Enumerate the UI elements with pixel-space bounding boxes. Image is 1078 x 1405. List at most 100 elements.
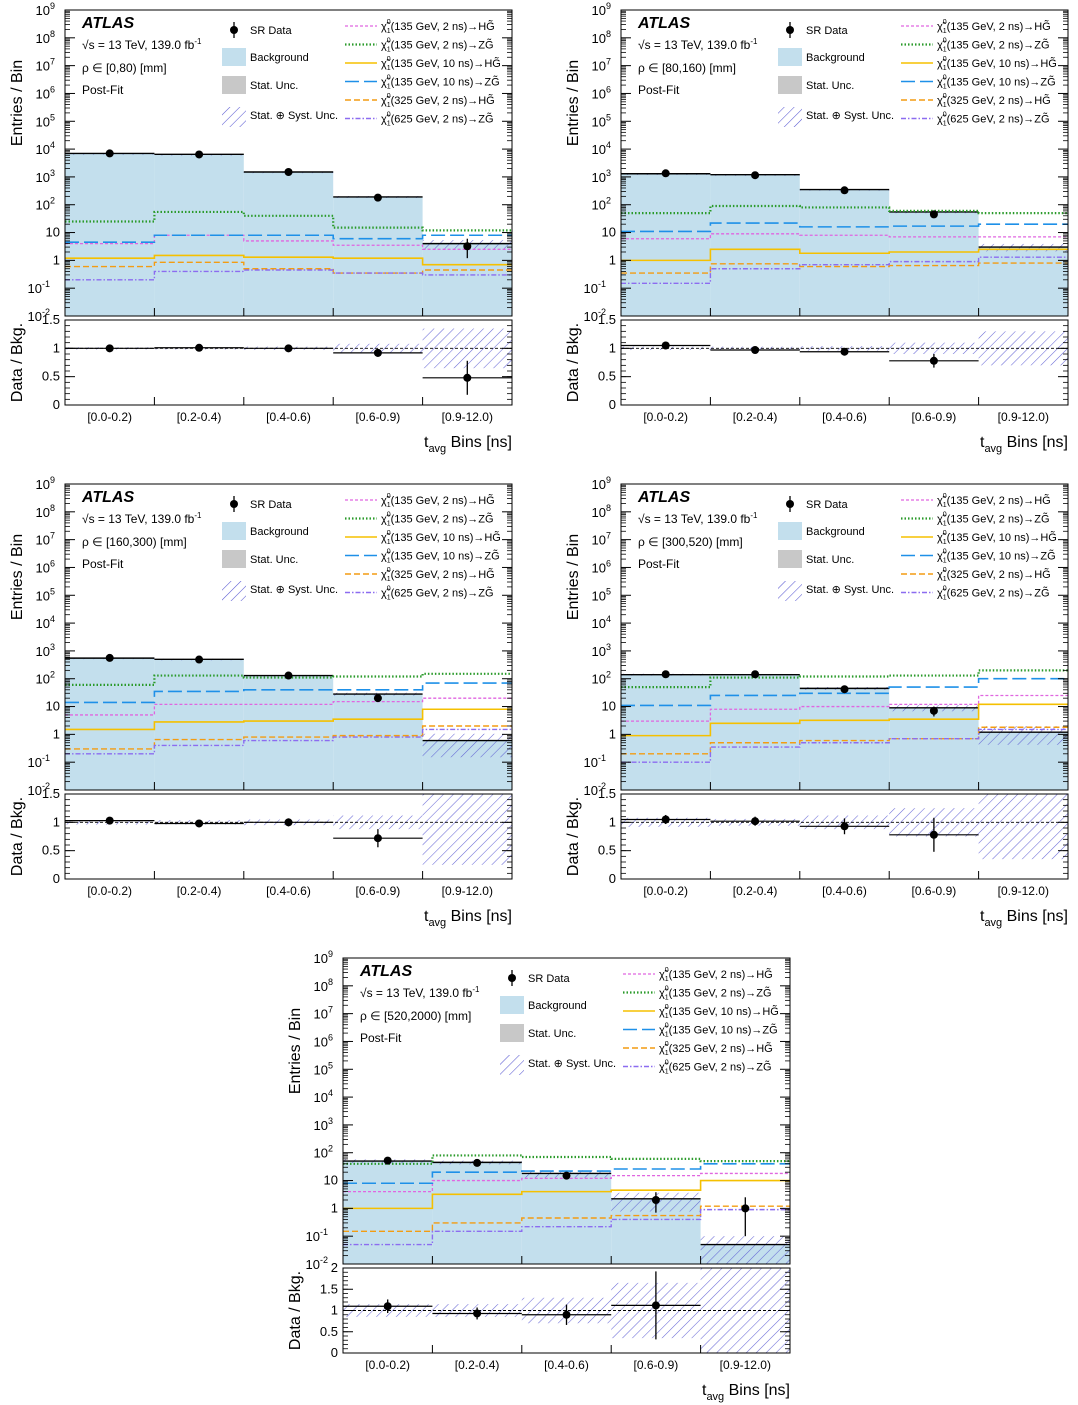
y-tick-label: 107 — [592, 57, 611, 74]
y-tick-label: 102 — [592, 670, 611, 687]
ratio-y-axis-label: Data / Bkg. — [9, 323, 26, 402]
x-tick-label: [0.2-0.4) — [733, 884, 778, 898]
y-tick-label: 10-1 — [584, 753, 606, 770]
ratio-point — [463, 373, 472, 382]
y-tick-label: 106 — [36, 84, 55, 101]
legend-stat-swatch — [500, 1024, 524, 1042]
legend-label: Background — [250, 52, 309, 64]
legend-label: Background — [528, 1000, 587, 1012]
legend-signal-label: χ̃10(135 GeV, 10 ns)→HG̃ — [381, 56, 501, 72]
legend-stat-swatch — [222, 550, 246, 568]
background-bar — [243, 172, 334, 316]
data-point — [929, 706, 938, 715]
legend-signal-label: χ̃10(325 GeV, 2 ns)→HG̃ — [937, 93, 1051, 109]
signal-line-3 — [621, 248, 1068, 262]
signal-line-2 — [621, 669, 1068, 689]
legend-signal-label: χ̃10(135 GeV, 10 ns)→HG̃ — [937, 56, 1057, 72]
data-point — [741, 1204, 750, 1213]
legend-signal-label: χ̃10(135 GeV, 2 ns)→HG̃ — [937, 493, 1051, 509]
ratio-tick-label: 0.5 — [320, 1324, 338, 1339]
legend-background-swatch — [500, 996, 524, 1014]
y-tick-label: 104 — [36, 614, 55, 631]
y-tick-label: 104 — [592, 614, 611, 631]
x-tick-label: [0.0-0.2) — [365, 1358, 410, 1372]
ratio-tick-label: 0 — [53, 871, 60, 886]
ratio-point — [840, 822, 849, 831]
y-tick-label: 103 — [314, 1116, 333, 1133]
legend-signal-label: χ̃10(325 GeV, 2 ns)→HG̃ — [937, 567, 1051, 583]
background-bar — [333, 694, 423, 790]
signal-line-4 — [621, 222, 1068, 233]
signal-line-4 — [65, 682, 512, 704]
y-axis-label: Entries / Bin — [565, 534, 582, 620]
x-tick-label: [0.9-12.0) — [998, 410, 1049, 424]
y-tick-label: 108 — [36, 503, 55, 520]
data-point — [463, 242, 472, 251]
legend-background-swatch — [222, 522, 246, 540]
y-tick-label: 10-2 — [306, 1255, 328, 1272]
x-axis-label: tavg Bins [ns] — [424, 908, 512, 929]
legend-signal-label: χ̃10(135 GeV, 2 ns)→ZG̃ — [381, 38, 494, 54]
legend-signal-label: χ̃10(135 GeV, 2 ns)→HG̃ — [381, 493, 495, 509]
ratio-point — [373, 834, 382, 843]
ratio-tick-label: 1 — [609, 814, 616, 829]
signal-line-3 — [343, 1179, 790, 1210]
x-tick-label: [0.4-0.6) — [544, 1358, 589, 1372]
signal-line-5 — [65, 725, 512, 750]
legend-signal-label: χ̃10(325 GeV, 2 ns)→HG̃ — [381, 567, 495, 583]
ratio-tick-label: 1.5 — [598, 786, 616, 801]
signal-line-5 — [621, 726, 1068, 755]
signal-line-6 — [65, 728, 512, 755]
legend-data-marker — [508, 974, 516, 982]
x-tick-label: [0.6-0.9) — [356, 410, 401, 424]
y-tick-label: 1 — [331, 1200, 338, 1215]
main-frame — [342, 957, 791, 1265]
y-tick-label: 108 — [36, 29, 55, 46]
ratio-tick-label: 1 — [331, 1303, 338, 1318]
ratio-tick-label: 0.5 — [598, 843, 616, 858]
signal-line-6 — [343, 1208, 790, 1246]
legend-label: SR Data — [250, 25, 292, 37]
signal-line-5 — [65, 261, 512, 274]
y-axis-label: Entries / Bin — [287, 1008, 304, 1094]
y-tick-label: 102 — [36, 196, 55, 213]
ratio-tick-label: 1 — [609, 340, 616, 355]
legend-label: Background — [806, 52, 865, 64]
legend-label: Background — [250, 526, 309, 538]
signal-line-3 — [621, 703, 1068, 737]
background-bar — [889, 211, 979, 316]
legend-label: Stat. Unc. — [528, 1028, 576, 1040]
ratio-point — [651, 1301, 660, 1310]
y-tick-label: 108 — [314, 977, 333, 994]
atlas-label: ATLAS — [637, 489, 690, 506]
background-bar — [333, 196, 423, 316]
y-tick-label: 1 — [609, 726, 616, 741]
x-tick-label: [0.9-12.0) — [442, 884, 493, 898]
rho-range-label: ρ ∈ [80,160) [mm] — [638, 61, 736, 75]
signal-line-1 — [65, 697, 512, 716]
legend-signal-label: χ̃10(135 GeV, 2 ns)→ZG̃ — [381, 512, 494, 528]
ratio-point — [105, 344, 114, 353]
background-bar — [343, 1161, 433, 1264]
ratio-y-axis-label: Data / Bkg. — [9, 797, 26, 876]
signal-line-6 — [621, 728, 1068, 763]
signal-line-1 — [65, 234, 512, 250]
ratio-tick-label: 0.5 — [598, 369, 616, 384]
energy-lumi-label: √s = 13 TeV, 139.0 fb-1 — [360, 985, 480, 1000]
y-tick-label: 10-1 — [306, 1227, 328, 1244]
y-tick-label: 106 — [314, 1032, 333, 1049]
y-tick-label: 105 — [592, 586, 611, 603]
ratio-tick-label: 1.5 — [42, 786, 60, 801]
x-tick-label: [0.2-0.4) — [455, 1358, 500, 1372]
ratio-y-axis-label: Data / Bkg. — [287, 1271, 304, 1350]
signal-line-1 — [621, 233, 1068, 240]
ratio-point — [383, 1302, 392, 1311]
legend-syst-swatch — [222, 107, 246, 127]
x-tick-label: [0.0-0.2) — [87, 410, 132, 424]
postfit-label: Post-Fit — [82, 557, 124, 571]
x-tick-label: [0.4-0.6) — [266, 410, 311, 424]
legend-signal-label: χ̃10(135 GeV, 10 ns)→ZG̃ — [381, 75, 500, 91]
ratio-point — [661, 815, 670, 824]
y-tick-label: 1 — [53, 726, 60, 741]
